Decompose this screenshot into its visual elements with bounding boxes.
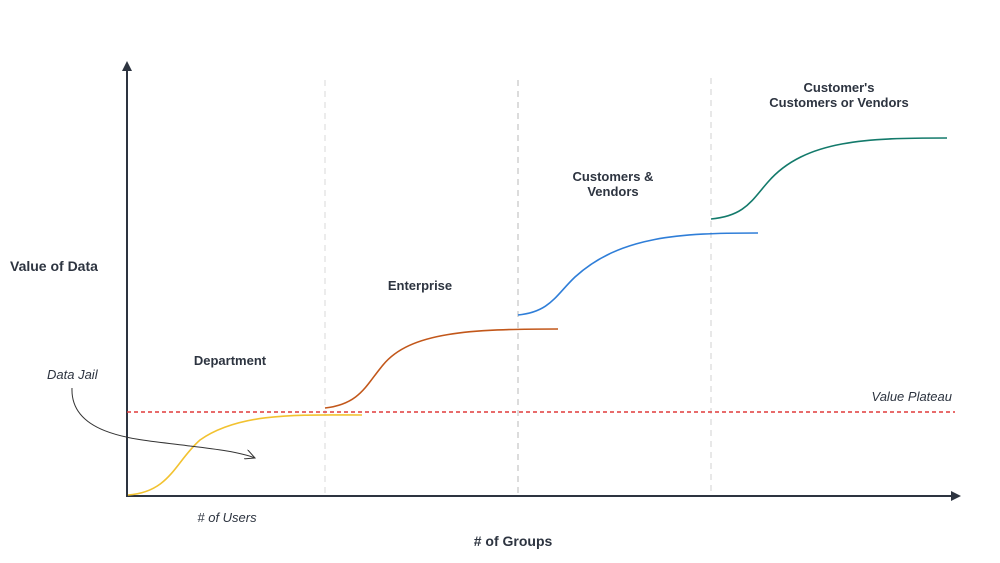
stage-label-customers-customers-line2: Customers or Vendors — [769, 95, 908, 110]
enterprise-curve — [324, 328, 559, 409]
stage-label-customers-customers-line1: Customer's — [804, 80, 875, 95]
stage-label-department: Department — [194, 353, 267, 368]
value-plateau-label: Value Plateau — [872, 389, 952, 404]
department-curve — [127, 414, 363, 496]
stage-label-enterprise: Enterprise — [388, 278, 452, 293]
stage-label-customers-vendors-line2: Vendors — [587, 184, 638, 199]
y-axis-label: Value of Data — [10, 258, 98, 274]
x-axis-sublabel: # of Users — [197, 510, 257, 525]
x-axis-label: # of Groups — [474, 533, 553, 549]
data-jail-label: Data Jail — [47, 367, 99, 382]
customers-vendors-curve — [517, 232, 759, 316]
data-jail-arrow — [71, 387, 255, 458]
stage-label-customers-vendors-line1: Customers & — [573, 169, 654, 184]
customers-customers-curve — [710, 137, 948, 220]
